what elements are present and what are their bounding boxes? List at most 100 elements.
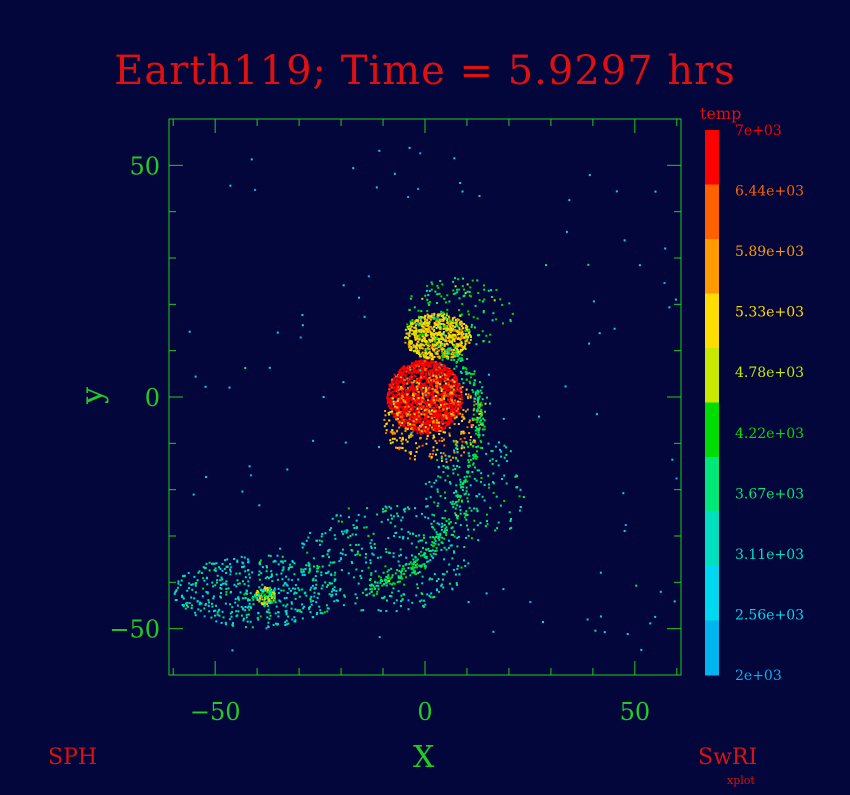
particle-point [376, 581, 379, 584]
particle-point [424, 352, 427, 355]
particle-point [451, 379, 454, 382]
particle-point [425, 376, 428, 379]
particle-point [429, 415, 432, 418]
particle-point [232, 622, 234, 625]
particle-point [263, 593, 266, 596]
particle-point [412, 562, 415, 565]
particle-point [402, 384, 405, 387]
particle-point [408, 410, 411, 413]
particle-point [456, 444, 459, 447]
particle-point [416, 432, 419, 435]
particle-point [407, 343, 410, 346]
particle-point [412, 381, 415, 384]
particle-point [365, 553, 367, 555]
particle-point [286, 603, 289, 606]
particle-point [185, 604, 188, 607]
particle-point [437, 536, 440, 538]
particle-point [467, 331, 470, 334]
particle-point [405, 392, 407, 395]
particle-point [453, 417, 456, 420]
particle-point [419, 421, 422, 424]
particle-point [424, 423, 427, 426]
particle-point [281, 555, 284, 558]
particle-point [454, 376, 457, 379]
particle-point [455, 582, 458, 585]
particle-point [385, 429, 388, 432]
particle-point [424, 369, 427, 371]
particle-point [433, 321, 436, 324]
particle-point [426, 395, 429, 398]
particle-point [431, 421, 434, 424]
particle-point [461, 322, 464, 325]
particle-point [420, 430, 423, 433]
particle-point [270, 570, 273, 573]
particle-point [440, 377, 443, 380]
particle-point [420, 359, 423, 362]
particle-point [405, 398, 408, 401]
particle-point [469, 443, 472, 446]
particle-point [451, 340, 454, 343]
particle-point [503, 499, 506, 502]
particle-point [211, 581, 214, 584]
particle-point [422, 361, 425, 364]
particle-point [398, 411, 400, 414]
particle-point [457, 536, 460, 538]
particle-point [435, 531, 438, 534]
particle-point [355, 527, 358, 530]
particle-point [460, 329, 463, 332]
particle-point [221, 569, 224, 572]
particle-point [414, 369, 417, 372]
particle-point [427, 399, 429, 402]
particle-point [391, 390, 394, 393]
particle-point [458, 330, 461, 333]
particle-point [440, 369, 443, 372]
particle-point [299, 336, 302, 339]
particle-point [476, 416, 479, 419]
particle-point [401, 366, 404, 369]
particle-point [381, 580, 384, 582]
particle-point [425, 370, 428, 372]
particle-point [398, 376, 401, 379]
particle-point [416, 404, 419, 407]
particle-point [433, 343, 436, 346]
particle-point [402, 535, 405, 538]
particle-point [421, 347, 424, 350]
particle-point [447, 455, 450, 458]
particle-point [489, 402, 491, 405]
particle-point [417, 411, 420, 414]
colorbar-segment [705, 566, 719, 621]
particle-point [410, 408, 412, 411]
particle-point [420, 310, 423, 313]
particle-point [433, 481, 436, 484]
particle-point [442, 586, 445, 589]
particle-point [428, 409, 431, 412]
particle-point [320, 540, 323, 543]
particle-point [355, 519, 358, 522]
particle-point [430, 281, 433, 284]
particle-point [438, 429, 441, 432]
particle-point [266, 575, 269, 578]
particle-point [465, 373, 468, 375]
particle-point [273, 595, 276, 598]
particle-point [414, 338, 417, 341]
particle-point [263, 586, 266, 589]
particle-point [416, 587, 419, 590]
particle-point [438, 414, 441, 417]
particle-point [360, 577, 363, 580]
particle-point [453, 374, 456, 377]
particle-point [429, 374, 432, 377]
particle-point [187, 605, 189, 608]
particle-point [435, 366, 438, 368]
particle-point [402, 410, 405, 413]
particle-point [469, 395, 472, 398]
particle-point [333, 586, 336, 589]
particle-point [450, 353, 453, 356]
particle-point [404, 341, 407, 344]
particle-point [408, 397, 411, 400]
particle-point [412, 417, 415, 420]
particle-point [197, 608, 200, 611]
particle-point [404, 413, 407, 416]
particle-point [425, 367, 428, 370]
particle-point [410, 340, 413, 343]
particle-point [259, 597, 261, 600]
